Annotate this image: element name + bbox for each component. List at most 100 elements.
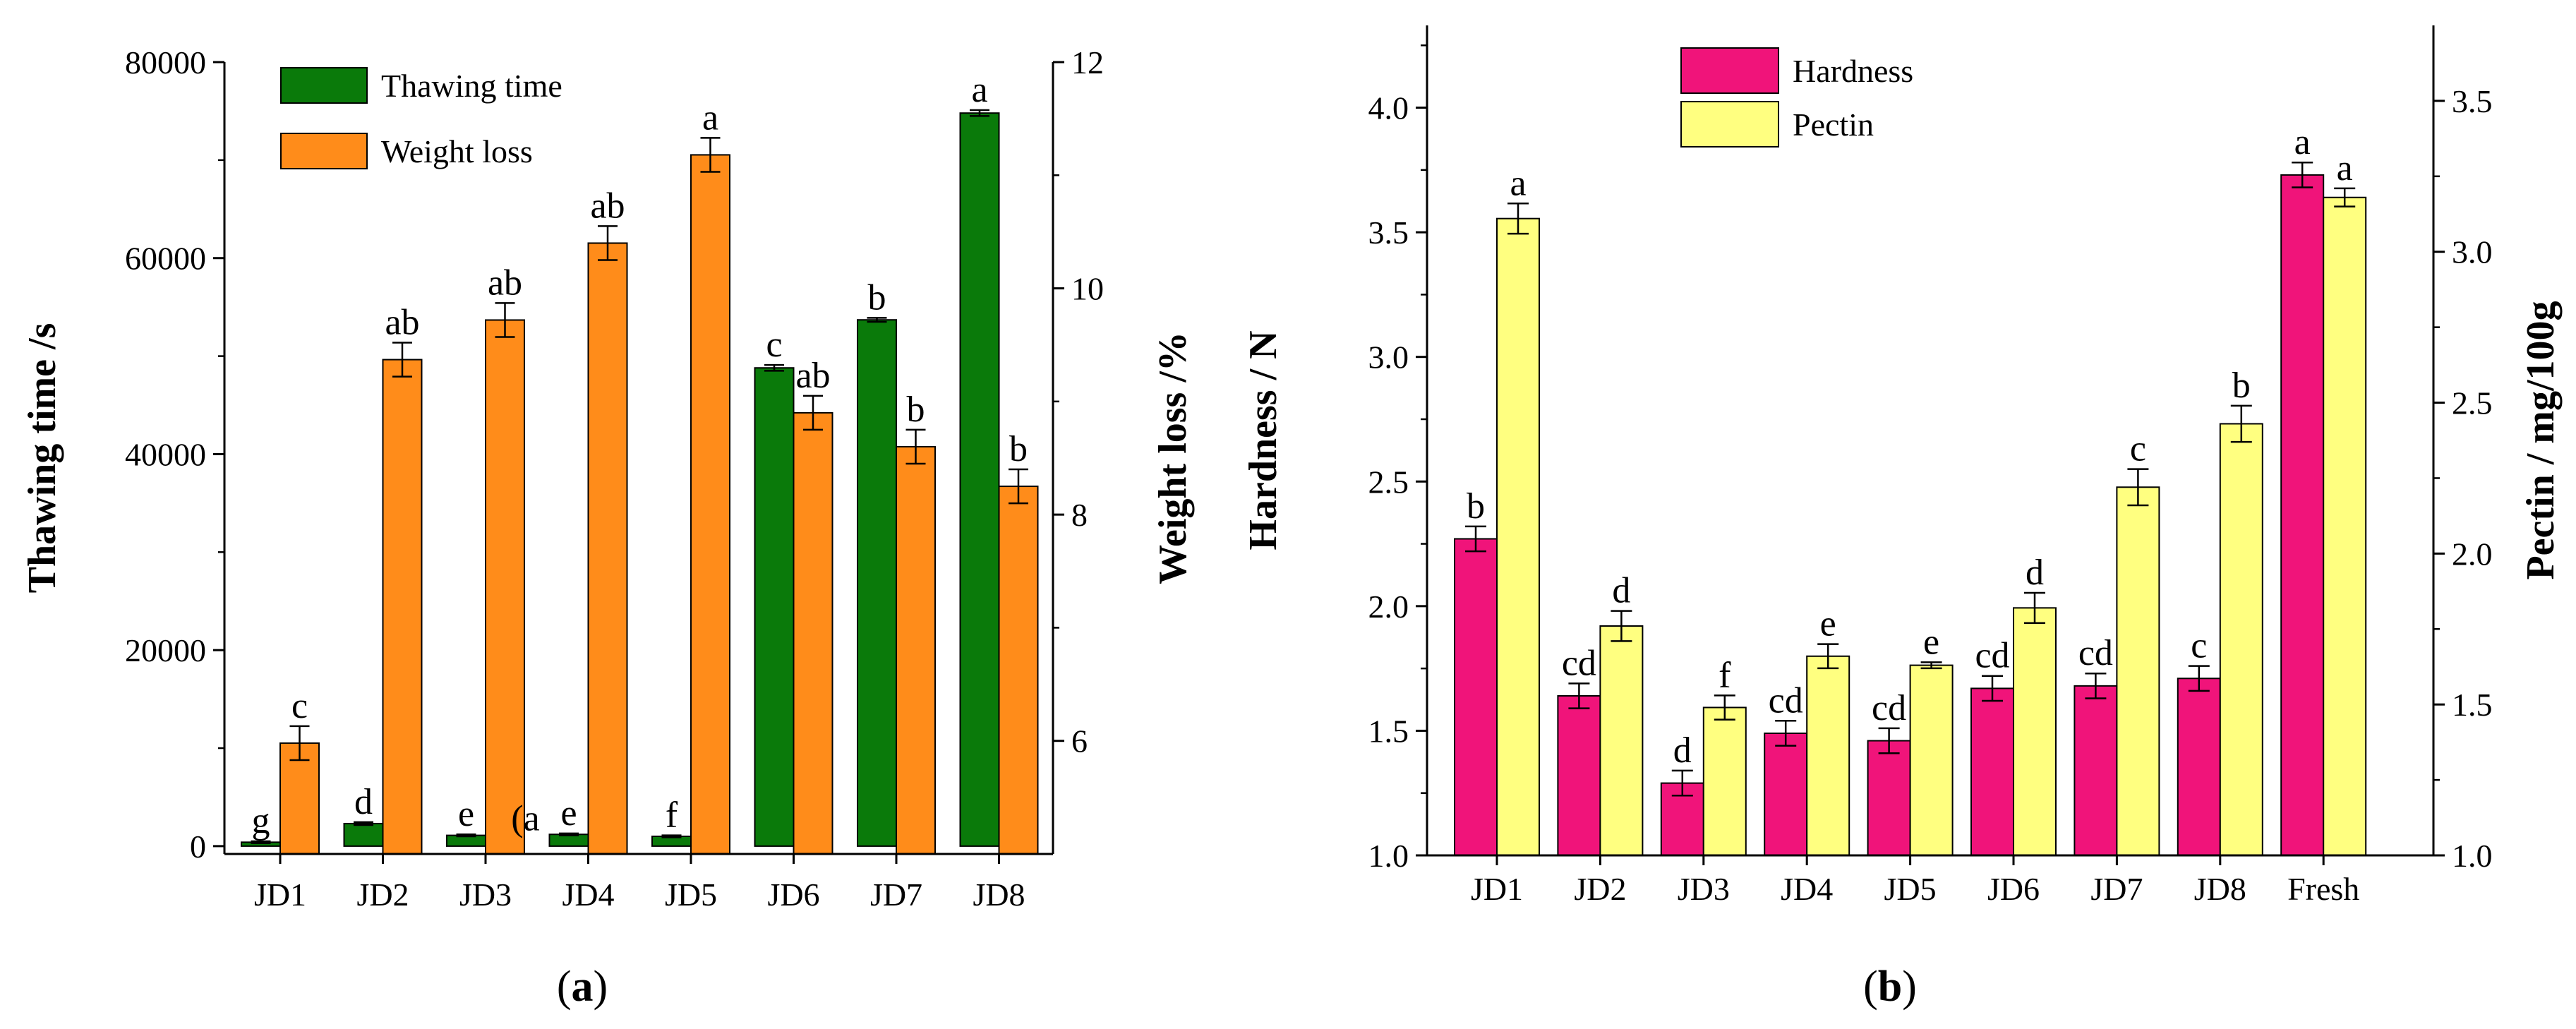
error-bar-hardness-jd5 [1878, 727, 1900, 754]
error-bar-hardness-jd7 [2085, 672, 2107, 699]
y-left-tick-label: 60000 [125, 241, 206, 277]
chart-a: gcJD1dabJD2eabJD3eabJD4faJD5cabJD6bbJD7a… [20, 44, 1195, 913]
bar-pectin-jd6 [2013, 607, 2057, 856]
bar-hardness-jd4 [1764, 732, 1808, 856]
error-bar-hardness-jd2 [1568, 682, 1590, 709]
sig-letter-thawing-time-jd4: e [560, 793, 577, 834]
panel-a-caption-letter: a [572, 963, 594, 1011]
sig-letter-weight-loss-jd7: b [907, 390, 925, 430]
error-bar-weight-loss-jd5 [700, 137, 721, 173]
bar-hardness-jd5 [1867, 740, 1911, 857]
legend-swatch-pectin [1680, 101, 1779, 148]
legend-swatch-hardness [1680, 47, 1779, 94]
bar-pectin-jd5 [1909, 664, 1954, 857]
bar-hardness-fresh [2280, 174, 2325, 856]
sig-letter-weight-loss-jd8: b [1009, 429, 1028, 469]
panel-b-caption-open: ( [1863, 963, 1878, 1011]
sig-letter-hardness-jd3: d [1673, 730, 1692, 771]
sig-letter-pectin-jd6: d [2026, 553, 2044, 593]
legend-label-pectin: Pectin [1793, 107, 1874, 143]
error-bar-thawing-time-jd5 [661, 834, 682, 838]
x-tick-label-jd3: JD3 [1678, 871, 1730, 907]
bar-hardness-jd1 [1454, 538, 1498, 856]
bar-hardness-jd7 [2074, 685, 2118, 856]
error-bar-weight-loss-jd7 [905, 428, 926, 465]
bar-weight-loss-jd6 [793, 411, 833, 855]
chart-b: baJD1cddJD2dfJD3cdeJD4cdeJD5cddJD6cdcJD7… [1241, 25, 2563, 907]
bar-weight-loss-jd7 [896, 445, 936, 855]
bar-weight-loss-jd4 [587, 242, 628, 855]
y-right-axis-title: Weight loss /% [1151, 332, 1195, 584]
panel-a-caption: (a) [557, 963, 608, 1011]
sig-letter-pectin-jd8: b [2232, 366, 2251, 406]
panel-a-caption-close: ) [594, 963, 608, 1011]
legend-swatch-thawing-time [280, 67, 368, 104]
x-tick-label-jd7: JD7 [870, 877, 922, 913]
y-right-tick-label: 6 [1071, 723, 1088, 759]
bar-pectin-jd7 [2116, 486, 2160, 856]
error-bar-thawing-time-jd1 [251, 840, 271, 844]
y-right-tick-label: 8 [1071, 497, 1088, 533]
bar-pectin-jd1 [1496, 217, 1540, 857]
error-bar-hardness-jd6 [1982, 675, 2003, 702]
legend-label-weight-loss: Weight loss [381, 133, 533, 169]
error-bar-weight-loss-jd8 [1009, 468, 1028, 505]
error-bar-thawing-time-jd2 [354, 821, 373, 826]
x-tick-label-fresh: Fresh [2287, 871, 2359, 907]
bar-thawing-time-jd6 [754, 367, 795, 847]
x-tick-label-jd1: JD1 [1471, 871, 1523, 907]
y-left-tick-label: 2.0 [1368, 589, 1409, 625]
y-right-tick-label: 2.5 [2452, 385, 2493, 421]
sig-letter-pectin-jd1: a [1510, 163, 1526, 203]
x-tick-label-jd6: JD6 [1987, 871, 2040, 907]
sig-letter-hardness-jd6: cd [1975, 636, 2009, 676]
sig-letter-pectin-jd2: d [1612, 571, 1630, 611]
error-bar-pectin-jd3 [1714, 694, 1735, 721]
sig-letter-pectin-jd5: e [1923, 622, 1939, 662]
sig-letter-hardness-jd7: cd [2078, 633, 2113, 673]
sig-letter-hardness-jd2: cd [1562, 643, 1596, 683]
sig-letter-weight-loss-jd5: a [702, 97, 718, 138]
error-bar-pectin-jd8 [2230, 404, 2252, 443]
y-left-tick-label: 80000 [125, 44, 206, 80]
x-tick-label-jd8: JD8 [973, 877, 1025, 913]
bar-pectin-jd2 [1599, 625, 1644, 856]
panel-b-caption: (b) [1863, 963, 1917, 1011]
sig-letter-thawing-time-jd8: a [971, 70, 987, 110]
x-tick-label-jd8: JD8 [2194, 871, 2246, 907]
sig-letter-weight-loss-jd1: c [291, 686, 308, 726]
bar-weight-loss-jd8 [998, 486, 1039, 855]
bar-pectin-jd8 [2219, 423, 2263, 856]
legend-label-thawing-time: Thawing time [381, 68, 562, 104]
y-right-tick-label: 2.0 [2452, 536, 2493, 572]
error-bar-thawing-time-jd6 [764, 363, 784, 372]
bar-hardness-jd6 [1970, 687, 2014, 856]
panel-a-caption-open: ( [557, 963, 572, 1011]
y-left-tick-label: 1.5 [1368, 713, 1409, 749]
sig-letter-hardness-jd5: cd [1872, 688, 1906, 728]
error-bar-hardness-jd8 [2188, 665, 2210, 692]
y-left-tick-label: 20000 [125, 632, 206, 668]
bar-thawing-time-jd2 [343, 822, 384, 847]
y-right-tick-label: 1.0 [2452, 838, 2493, 874]
y-left-axis-title: Thawing time /s [20, 323, 64, 594]
panel-b-caption-letter: b [1878, 963, 1902, 1011]
bar-hardness-jd8 [2177, 678, 2221, 857]
error-bar-weight-loss-jd1 [289, 725, 310, 762]
error-bar-pectin-jd1 [1507, 203, 1529, 235]
bar-weight-loss-jd3 [485, 319, 525, 855]
sig-letter-thawing-time-jd2: d [354, 782, 373, 822]
sig-letter-weight-loss-jd4: ab [590, 186, 625, 226]
error-bar-pectin-jd2 [1611, 610, 1632, 642]
y-left-tick-label: 0 [190, 829, 206, 865]
annotation-0: (a [511, 798, 539, 838]
y-left-tick-label: 2.5 [1368, 464, 1409, 500]
y-left-tick-label: 4.0 [1368, 90, 1409, 126]
y-left-tick-label: 1.0 [1368, 838, 1409, 874]
bar-pectin-fresh [2323, 196, 2367, 856]
error-bar-hardness-fresh [2292, 161, 2313, 188]
error-bar-weight-loss-jd3 [495, 302, 515, 338]
sig-letter-hardness-jd8: c [2191, 626, 2207, 666]
y-right-axis-title: Pectin / mg/100g [2519, 301, 2563, 579]
